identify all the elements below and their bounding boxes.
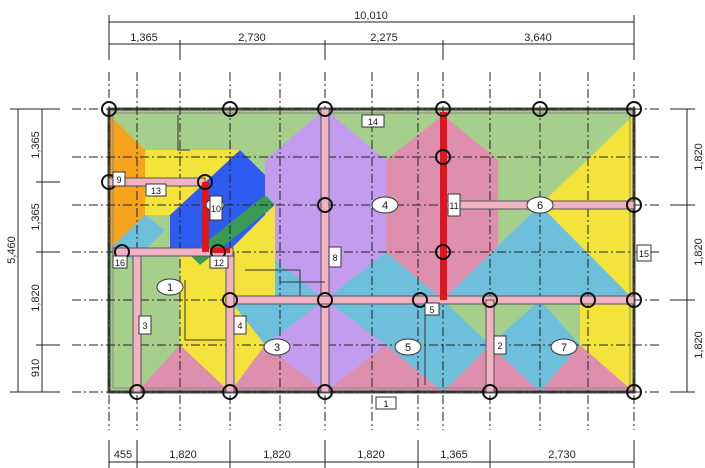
dim-bottom-1: 455 [114, 449, 132, 461]
dim-top-1: 1,365 [130, 32, 158, 44]
box-label-9: 9 [116, 175, 121, 185]
right-dimensions [670, 108, 695, 393]
dim-left-4: 910 [30, 359, 42, 377]
dim-top-total: 10,010 [354, 10, 388, 22]
box-label-14: 14 [368, 117, 378, 127]
dim-bottom-3: 1,820 [263, 449, 291, 461]
box-label-1: 1 [383, 399, 388, 409]
box-label-8: 8 [332, 253, 337, 263]
red-beams [202, 112, 447, 300]
dim-bottom-5: 1,365 [440, 449, 468, 461]
box-labels: 14 13 11 10 8 12 5 3 4 2 1 9 15 16 [112, 114, 652, 410]
dim-right-3: 1,820 [693, 331, 705, 359]
region-teal-bottom-right-2 [490, 300, 580, 392]
left-dimensions [10, 108, 60, 393]
box-label-13: 13 [151, 186, 161, 196]
region-yellow-bottom-right [580, 300, 634, 392]
dim-left-3: 1,820 [30, 284, 42, 312]
region-pink-bottom-1 [137, 345, 230, 392]
oval-label-4: 4 [382, 200, 388, 212]
region-teal-bottom-right [386, 300, 490, 392]
dim-top-2: 2,730 [238, 32, 266, 44]
box-label-12: 12 [214, 258, 224, 268]
box-label-11: 11 [449, 201, 458, 211]
bottom-dimensions [108, 440, 635, 468]
dim-top-3: 2,275 [370, 32, 398, 44]
dim-left-2: 1,365 [30, 203, 42, 231]
dim-left-1: 1,365 [30, 131, 42, 159]
dim-right-2: 1,820 [693, 238, 705, 266]
dim-bottom-6: 2,730 [548, 449, 576, 461]
oval-label-1: 1 [167, 282, 173, 294]
dim-bottom-2: 1,820 [169, 449, 197, 461]
oval-label-6: 6 [537, 200, 543, 212]
region-pink-bottom-2 [230, 345, 325, 392]
dim-right-1: 1,820 [693, 143, 705, 171]
box-label-15: 15 [639, 249, 649, 259]
region-pink-bottom-5 [540, 345, 634, 392]
top-dimensions [108, 15, 635, 60]
box-label-5: 5 [429, 305, 434, 315]
oval-label-7: 7 [561, 342, 567, 354]
dim-left-total: 5,460 [6, 236, 18, 264]
interior-lines [177, 115, 426, 385]
box-label-16: 16 [115, 258, 125, 268]
box-label-3: 3 [142, 321, 147, 331]
columns [101, 101, 642, 400]
box-label-10: 10 [211, 204, 221, 214]
dim-top-4: 3,640 [524, 32, 552, 44]
box-label-2: 2 [497, 341, 502, 351]
oval-label-5: 5 [405, 342, 411, 354]
dim-bottom-4: 1,820 [357, 449, 385, 461]
region-pink-bottom-3 [325, 345, 443, 392]
region-yellow-right-block [230, 205, 275, 300]
oval-label-3: 3 [274, 342, 280, 354]
region-yellow-left [180, 250, 230, 392]
box-label-4: 4 [237, 321, 242, 331]
